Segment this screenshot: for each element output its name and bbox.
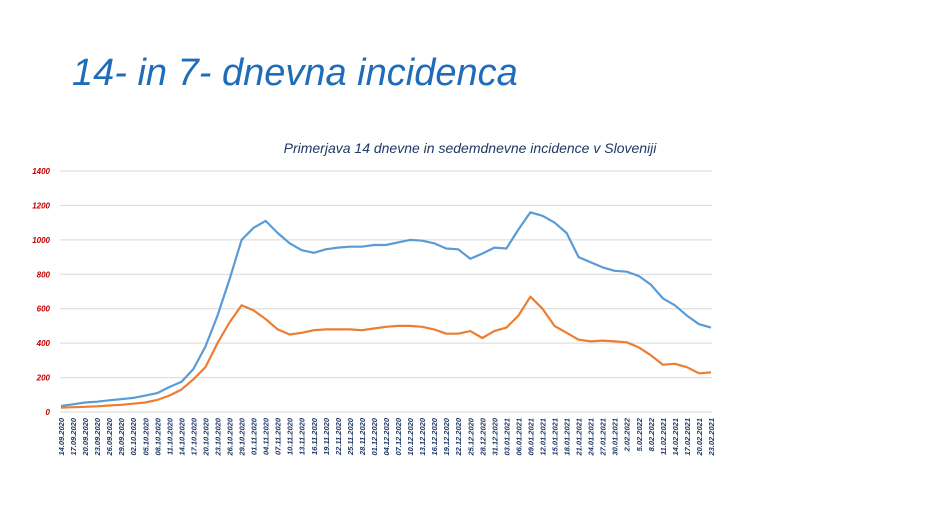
x-tick-label: 23.02.2021 bbox=[707, 418, 716, 457]
x-tick-label: 26.10.2020 bbox=[226, 417, 235, 456]
x-tick-label: 8.02.2022 bbox=[647, 417, 656, 451]
x-tick-label: 21.01.2021 bbox=[575, 418, 584, 457]
x-tick-label: 5.02.2022 bbox=[635, 417, 644, 451]
x-tick-label: 05.10.2020 bbox=[141, 417, 150, 455]
series-line-2 bbox=[60, 295, 712, 409]
x-tick-label: 11.10.2020 bbox=[165, 417, 174, 455]
x-tick-label: 13.11.2020 bbox=[298, 417, 307, 455]
y-tick-label: 1400 bbox=[32, 167, 50, 176]
x-tick-label: 14.09.2020 bbox=[57, 417, 66, 455]
x-tick-label: 04.11.2020 bbox=[262, 417, 271, 455]
x-tick-label: 25.12.2020 bbox=[466, 417, 475, 456]
y-tick-label: 800 bbox=[37, 270, 51, 279]
x-tick-label: 28.11.2020 bbox=[358, 417, 367, 456]
x-tick-label: 13.12.2020 bbox=[418, 417, 427, 455]
y-tick-label: 200 bbox=[36, 374, 51, 383]
x-tick-label: 25.11.2020 bbox=[346, 417, 355, 456]
x-tick-label: 10.12.2020 bbox=[406, 417, 415, 455]
x-tick-label: 17.02.2021 bbox=[683, 418, 692, 456]
chart-title: Primerjava 14 dnevne in sedemdnevne inci… bbox=[283, 140, 657, 156]
x-tick-label: 14.02.2021 bbox=[671, 418, 680, 456]
x-tick-label: 02.10.2020 bbox=[129, 417, 138, 455]
x-tick-label: 2.02.2022 bbox=[623, 417, 632, 452]
x-tick-label: 20.02.2021 bbox=[695, 418, 704, 457]
x-tick-label: 22.12.2020 bbox=[454, 417, 463, 456]
x-tick-label: 23.10.2020 bbox=[213, 417, 222, 456]
x-tick-label: 01.11.2020 bbox=[250, 417, 259, 455]
x-tick-label: 28.12.2020 bbox=[478, 417, 487, 456]
y-tick-label: 400 bbox=[36, 339, 51, 348]
slide-title: 14- in 7- dnevna incidenca bbox=[72, 52, 518, 94]
x-tick-label: 27.01.2021 bbox=[599, 418, 608, 457]
x-tick-label: 17.09.2020 bbox=[69, 417, 78, 455]
x-tick-label: 23.09.2020 bbox=[93, 417, 102, 456]
x-tick-label: 07.11.2020 bbox=[274, 417, 283, 455]
x-tick-label: 17.10.2020 bbox=[189, 417, 198, 455]
x-tick-label: 20.10.2020 bbox=[201, 417, 210, 456]
y-tick-label: 1000 bbox=[32, 236, 50, 245]
x-tick-label: 09.01.2021 bbox=[526, 418, 535, 456]
x-tick-label: 01.12.2020 bbox=[370, 417, 379, 455]
x-tick-label: 19.12.2020 bbox=[442, 417, 451, 455]
x-tick-label: 18.01.2021 bbox=[563, 418, 572, 456]
y-tick-label: 600 bbox=[37, 305, 51, 314]
x-tick-label: 07.12.2020 bbox=[394, 417, 403, 455]
x-tick-label: 14.10.2020 bbox=[177, 417, 186, 455]
x-tick-label: 16.11.2020 bbox=[310, 417, 319, 455]
x-tick-label: 19.11.2020 bbox=[322, 417, 331, 455]
y-tick-label: 1200 bbox=[32, 201, 50, 210]
x-tick-label: 29.09.2020 bbox=[117, 417, 126, 456]
x-tick-label: 22.11.2020 bbox=[334, 417, 343, 456]
x-tick-label: 20.09.2020 bbox=[81, 417, 90, 456]
x-tick-label: 11.02.2021 bbox=[659, 418, 668, 455]
x-tick-label: 15.01.2021 bbox=[551, 418, 560, 456]
x-tick-label: 04.12.2020 bbox=[382, 417, 391, 455]
x-tick-label: 31.12.2020 bbox=[490, 417, 499, 455]
x-tick-label: 26.09.2020 bbox=[105, 417, 114, 456]
x-tick-label: 03.01.2021 bbox=[502, 418, 511, 456]
y-tick-label: 0 bbox=[46, 408, 51, 417]
x-tick-label: 30.01.2021 bbox=[611, 418, 620, 456]
series-line-1 bbox=[60, 211, 712, 408]
x-tick-label: 29.10.2020 bbox=[238, 417, 247, 456]
x-tick-label: 10.11.2020 bbox=[286, 417, 295, 455]
x-tick-label: 08.10.2020 bbox=[153, 417, 162, 455]
x-tick-label: 12.01.2021 bbox=[538, 418, 547, 456]
x-tick-label: 16.12.2020 bbox=[430, 417, 439, 455]
x-tick-label: 06.01.2021 bbox=[514, 418, 523, 456]
x-tick-label: 24.01.2021 bbox=[587, 418, 596, 457]
